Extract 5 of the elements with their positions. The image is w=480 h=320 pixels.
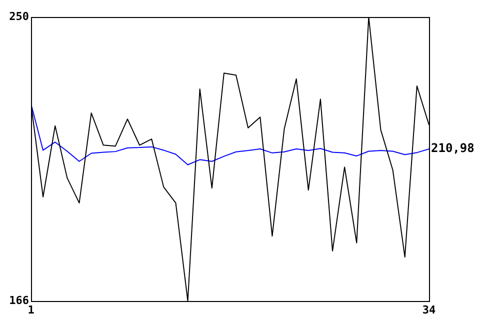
x-tick-label: 1: [28, 303, 35, 316]
data-label: 210,98: [431, 141, 474, 156]
y-tick-label: 166: [9, 294, 30, 307]
y-tick-label: 250: [9, 10, 29, 23]
x-tick-label: 34: [422, 303, 436, 316]
